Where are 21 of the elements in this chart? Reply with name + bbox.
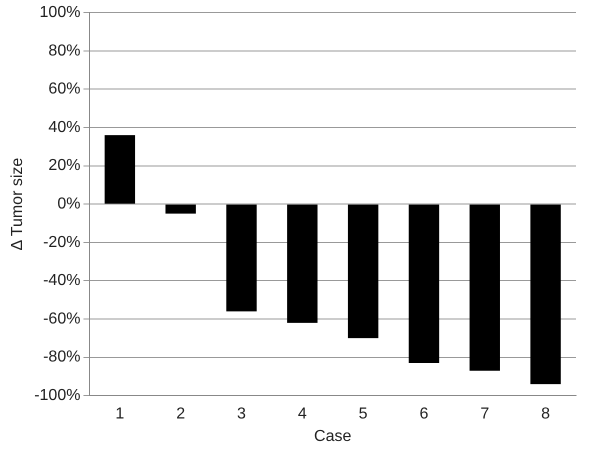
- y-tick-label: -80%: [43, 348, 80, 366]
- y-tick-label: 20%: [48, 157, 80, 174]
- x-tick-label: 7: [480, 406, 490, 423]
- y-axis-title: Δ Tumor size: [9, 158, 26, 250]
- x-tick-label: 5: [358, 406, 368, 423]
- y-tick-label: 60%: [48, 80, 80, 98]
- y-tick-label: -100%: [34, 387, 80, 404]
- y-tick-label: -60%: [43, 310, 80, 328]
- x-tick-label: 8: [541, 406, 550, 423]
- x-tick-label: 4: [298, 406, 307, 423]
- y-tick-label: -20%: [43, 234, 80, 251]
- y-tick-label: 0%: [57, 196, 80, 213]
- x-tick-label: 1: [115, 406, 124, 423]
- x-tick-label: 6: [420, 406, 428, 423]
- x-tick-label: 2: [176, 406, 186, 423]
- y-tick-label: -40%: [43, 272, 80, 290]
- y-tick-label: 40%: [48, 118, 80, 136]
- x-axis-title: Case: [314, 428, 352, 445]
- y-tick-label: 80%: [48, 42, 80, 60]
- x-tick-label: 3: [237, 406, 246, 423]
- y-tick-label: 100%: [40, 4, 80, 22]
